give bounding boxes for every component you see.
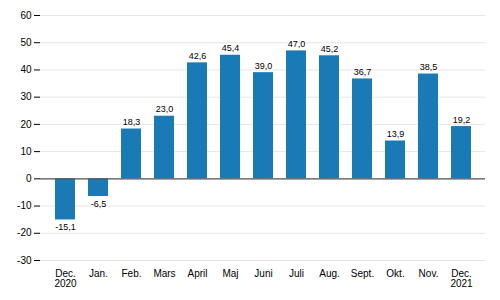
svg-text:0: 0 — [26, 173, 32, 184]
svg-text:36,7: 36,7 — [354, 67, 372, 77]
svg-text:-30: -30 — [17, 255, 32, 266]
svg-text:40: 40 — [20, 64, 32, 75]
svg-text:50: 50 — [20, 37, 32, 48]
svg-text:-20: -20 — [17, 227, 32, 238]
svg-text:Juli: Juli — [289, 268, 304, 279]
svg-text:-15,1: -15,1 — [55, 222, 76, 232]
svg-text:10: 10 — [20, 146, 32, 157]
svg-text:-10: -10 — [17, 200, 32, 211]
svg-text:Sept.: Sept. — [351, 268, 374, 279]
svg-text:Aug.: Aug. — [319, 268, 340, 279]
svg-text:Dec.2020: Dec.2020 — [54, 268, 77, 289]
svg-text:Okt.: Okt. — [386, 268, 404, 279]
svg-text:Mars: Mars — [153, 268, 175, 279]
svg-text:60: 60 — [20, 10, 32, 21]
svg-text:30: 30 — [20, 91, 32, 102]
svg-text:38,5: 38,5 — [420, 62, 438, 72]
svg-text:Feb.: Feb. — [121, 268, 141, 279]
svg-text:-6,5: -6,5 — [91, 199, 107, 209]
svg-text:19,2: 19,2 — [453, 115, 471, 125]
svg-text:39,0: 39,0 — [255, 61, 273, 71]
svg-text:20: 20 — [20, 119, 32, 130]
svg-text:Nov.: Nov. — [419, 268, 439, 279]
svg-text:45,4: 45,4 — [222, 43, 240, 53]
svg-text:Juni: Juni — [254, 268, 272, 279]
svg-text:23,0: 23,0 — [156, 104, 174, 114]
svg-text:April: April — [187, 268, 207, 279]
svg-text:42,6: 42,6 — [189, 51, 207, 61]
svg-text:13,9: 13,9 — [387, 129, 405, 139]
svg-text:Jan.: Jan. — [89, 268, 108, 279]
svg-text:Maj: Maj — [222, 268, 238, 279]
svg-text:Dec.2021: Dec.2021 — [450, 268, 473, 289]
svg-text:47,0: 47,0 — [288, 39, 306, 49]
svg-text:45,2: 45,2 — [321, 44, 339, 54]
svg-text:18,3: 18,3 — [123, 117, 141, 127]
